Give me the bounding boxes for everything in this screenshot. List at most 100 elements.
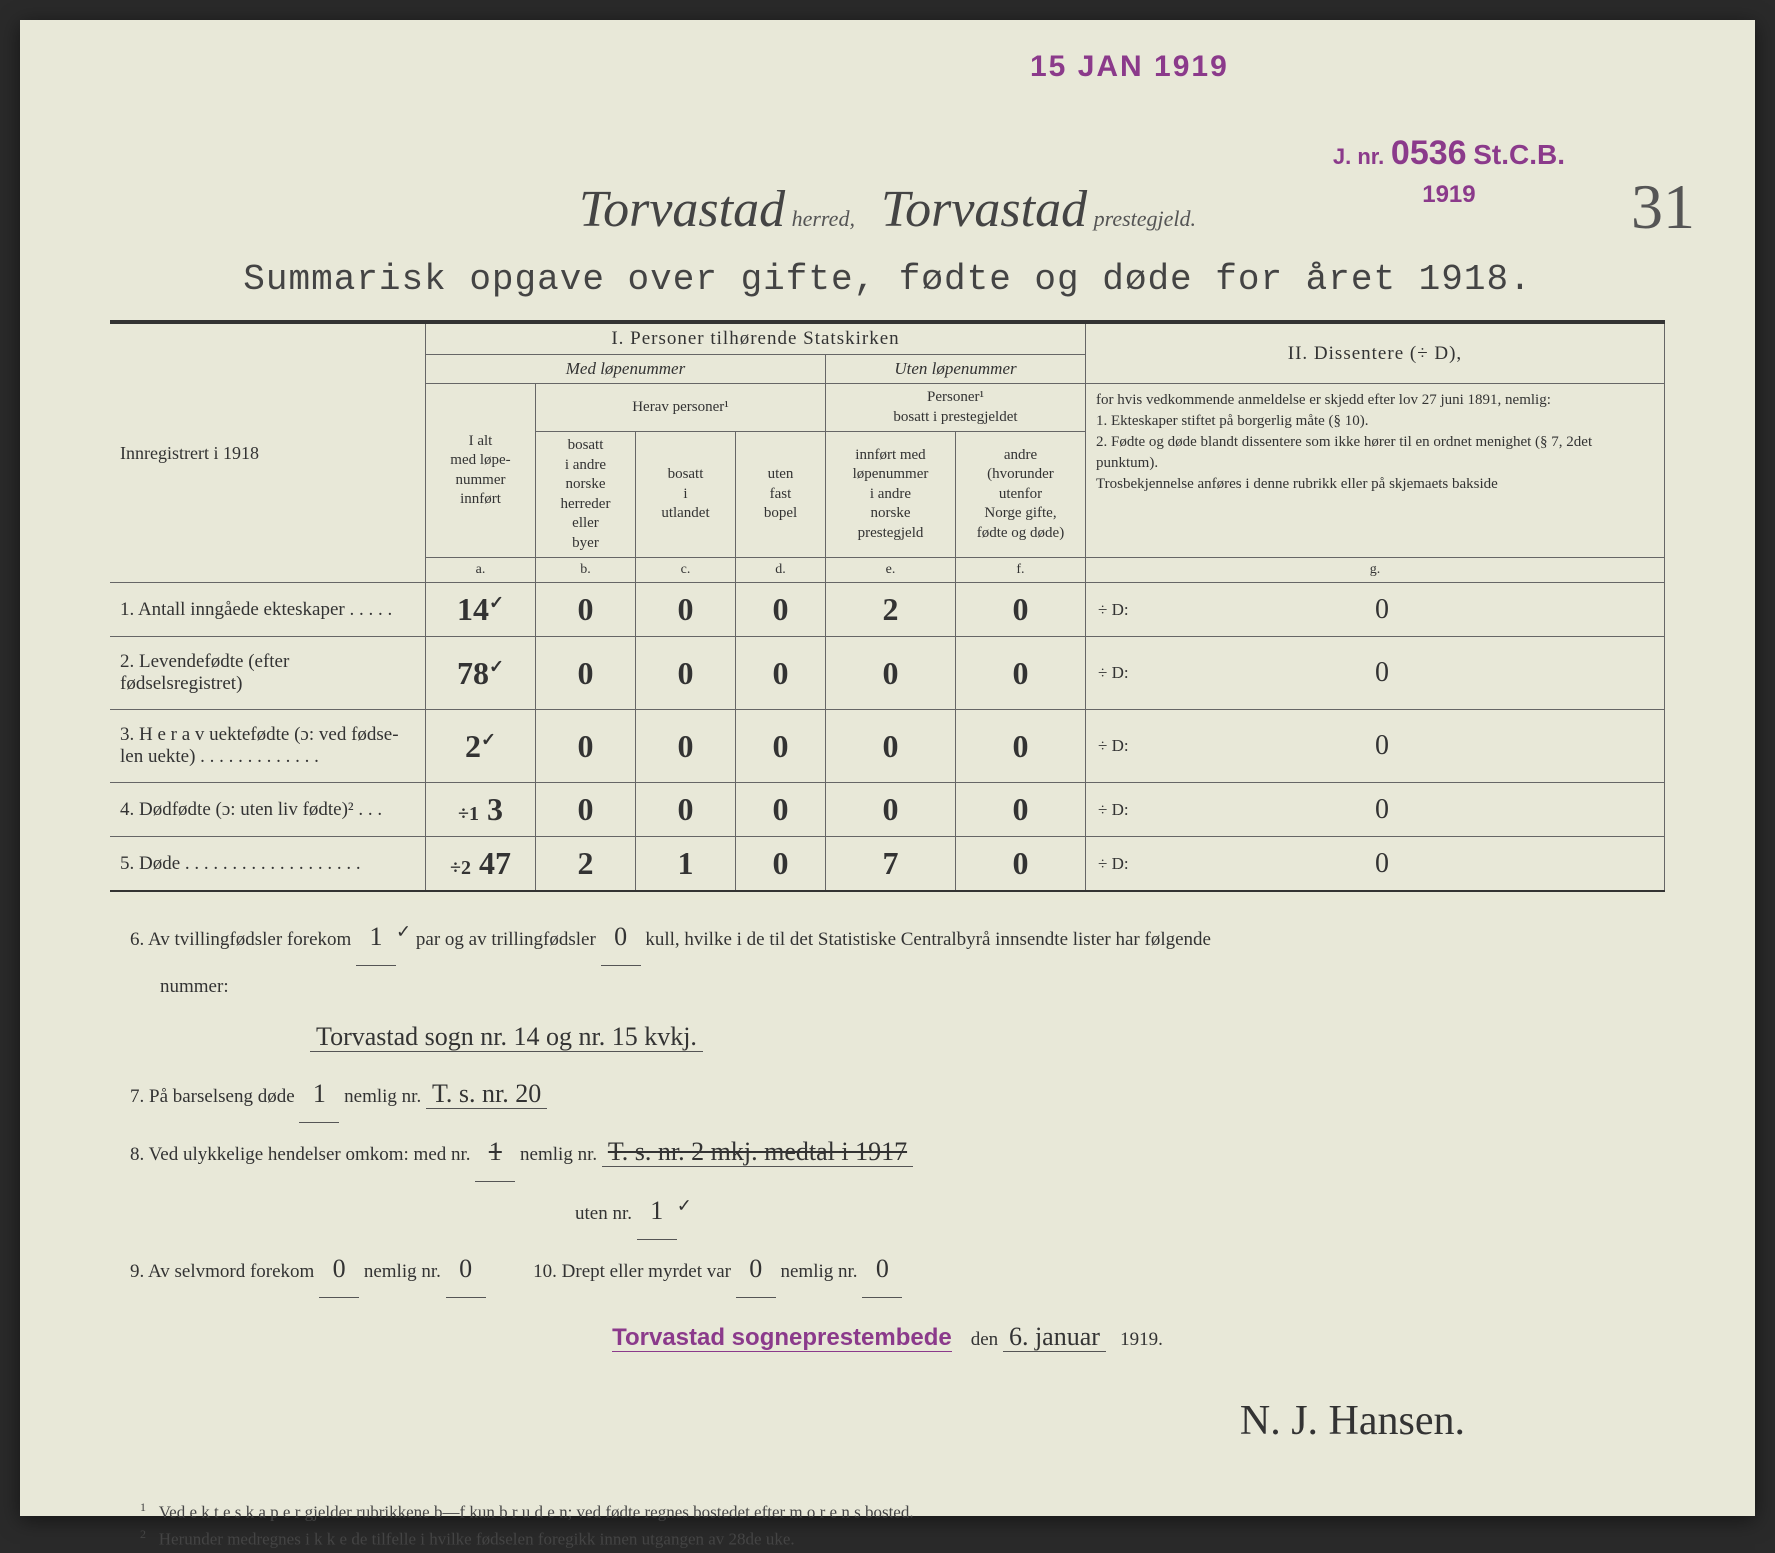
cell-value: ÷1 3 [425, 783, 535, 837]
document-page: 15 JAN 1919 J. nr. 0536 St.C.B. 1919 31 … [20, 20, 1755, 1516]
cell-value: 0 [955, 783, 1085, 837]
dissentere-cell: ÷ D:0 [1085, 637, 1664, 710]
journal-number-stamp: J. nr. 0536 St.C.B. 1919 [1333, 130, 1565, 211]
handwritten-value: 1 [299, 1065, 339, 1123]
diss-prefix: ÷ D: [1098, 663, 1129, 682]
footnote-1: 1 Ved e k t e s k a p e r gjelder rubrik… [140, 1498, 1635, 1526]
cell-value: 0 [825, 637, 955, 710]
cell-value: 0 [735, 710, 825, 783]
table-row: 5. Døde . . . . . . . . . . . . . . . . … [110, 837, 1665, 892]
office-stamp: Torvastad sogneprestembede [612, 1324, 952, 1352]
diss-prefix: ÷ D: [1098, 600, 1129, 619]
note-line-8b: uten nr. 1✓ [130, 1182, 1645, 1240]
row-header-label: Innregistrert i 1918 [110, 322, 425, 583]
row-label: 2. Levendefødte (efter fødselsregistret) [110, 637, 425, 710]
cell-value: 0 [735, 837, 825, 892]
note-text: nemlig nr. [520, 1144, 597, 1165]
note-text: kull, hvilke i de til det Statistiske Ce… [645, 929, 1211, 950]
prestegjeld-label: prestegjeld. [1094, 206, 1196, 231]
col-f-header: andre (hvorunder utenfor Norge gifte, fø… [955, 432, 1085, 558]
diss-value: 0 [1375, 594, 1389, 626]
dissentere-cell: ÷ D: 0 [1085, 583, 1664, 637]
note-line-8: 8. Ved ulykkelige hendelser omkom: med n… [130, 1123, 1645, 1181]
document-title: Summarisk opgave over gifte, fødte og dø… [110, 259, 1665, 300]
herred-label: herred, [792, 206, 855, 231]
col-letter-e: e. [825, 558, 955, 583]
row-label: 3. H e r a v uektefødte (ɔ: ved fødse- l… [110, 710, 425, 783]
col-d-header: uten fast bopel [735, 432, 825, 558]
diss-value: 0 [1375, 794, 1389, 826]
cell-value: 0 [735, 637, 825, 710]
cell-value: ÷2 47 [425, 837, 535, 892]
col-e-header: innført med løpenummer i andre norske pr… [825, 432, 955, 558]
handwritten-value: 1 [637, 1182, 677, 1240]
col-c-header: bosatt i utlandet [635, 432, 735, 558]
footnote-text: Ved e k t e s k a p e r gjelder rubrikke… [159, 1502, 914, 1521]
table-body: 1. Antall inngåede ekteskaper . . . . . … [110, 583, 1665, 892]
section2-title: II. Dissentere (÷ D), [1085, 322, 1664, 384]
note-text: nemlig nr. [781, 1261, 858, 1282]
cell-value: 0 [955, 583, 1085, 637]
col-letter-f: f. [955, 558, 1085, 583]
prestegjeld-name: Torvastad [881, 181, 1087, 238]
handwritten-value: 0 [446, 1240, 486, 1298]
cell-value: 0 [635, 710, 735, 783]
note-text: 10. Drept eller myrdet var [533, 1261, 731, 1282]
note-line-6c: Torvastad sogn nr. 14 og nr. 15 kvkj. [130, 1008, 1645, 1065]
herred-name: Torvastad [579, 181, 785, 238]
handwritten-text: T. s. nr. 2 mkj. medtal i 1917 [602, 1137, 913, 1167]
note-text: 9. Av selvmord forekom [130, 1261, 314, 1282]
table-row: 4. Dødfødte (ɔ: uten liv fødte)² . . . ÷… [110, 783, 1665, 837]
jnr-stcb: St.C.B. [1473, 139, 1565, 170]
col-letter-d: d. [735, 558, 825, 583]
cell-value: 78✓ [425, 637, 535, 710]
note-text: nemlig nr. [344, 1086, 421, 1107]
note-line-6b: nummer: [130, 966, 1645, 1008]
table-row: 3. H e r a v uektefødte (ɔ: ved fødse- l… [110, 710, 1665, 783]
col-b-header: bosatt i andre norske herreder eller bye… [535, 432, 635, 558]
cell-value: 7 [825, 837, 955, 892]
handwritten-text: Torvastad sogn nr. 14 og nr. 15 kvkj. [310, 1022, 703, 1052]
cell-value: 0 [955, 710, 1085, 783]
page-number: 31 [1631, 170, 1695, 244]
row-label: 1. Antall inngåede ekteskaper . . . . . [110, 583, 425, 637]
date-stamp: 15 JAN 1919 [1030, 50, 1229, 84]
year-text: 1919. [1120, 1329, 1163, 1350]
col-letter-g: g. [1085, 558, 1664, 583]
cell-value: 14✓ [425, 583, 535, 637]
uten-lopenummer-header: Uten løpenummer [825, 355, 1085, 384]
note-text: 7. På barselseng døde [130, 1086, 295, 1107]
note-line-7: 7. På barselseng døde 1 nemlig nr. T. s.… [130, 1065, 1645, 1123]
med-lope-text: Med løpenummer [566, 359, 685, 378]
handwritten-date: 6. januar [1003, 1322, 1106, 1352]
jnr-number: 0536 [1391, 134, 1467, 172]
note-text: 8. Ved ulykkelige hendelser omkom: med n… [130, 1144, 471, 1165]
col-a-header: I alt med løpe- nummer innført [425, 384, 535, 558]
table-row: 2. Levendefødte (efter fødselsregistret)… [110, 637, 1665, 710]
signature-line: Torvastad sogneprestembede den 6. januar… [130, 1308, 1645, 1365]
note-line-6: 6. Av tvillingfødsler forekom 1✓ par og … [130, 908, 1645, 966]
cell-value: 1 [635, 837, 735, 892]
dissentere-text: for hvis vedkommende anmeldelse er skjed… [1085, 384, 1664, 558]
cell-value: 0 [825, 710, 955, 783]
col-letter-a: a. [425, 558, 535, 583]
jnr-year: 1919 [1422, 181, 1475, 208]
note-text: 6. Av tvillingfødsler forekom [130, 929, 351, 950]
row-label: 4. Dødfødte (ɔ: uten liv fødte)² . . . [110, 783, 425, 837]
handwritten-value: 0 [601, 908, 641, 966]
cell-value: 2 [825, 583, 955, 637]
uten-lope-text: Uten løpenummer [894, 359, 1016, 378]
note-line-9-10: 9. Av selvmord forekom 0 nemlig nr. 0 10… [130, 1240, 1645, 1298]
cell-value: 0 [535, 783, 635, 837]
diss-prefix: ÷ D: [1098, 800, 1129, 819]
cell-value: 0 [955, 837, 1085, 892]
summary-table: Innregistrert i 1918 I. Personer tilhøre… [110, 320, 1665, 892]
note-text: par og av trillingfødsler [416, 929, 596, 950]
note-text: nummer: [160, 976, 229, 997]
med-lopenummer-header: Med løpenummer [425, 355, 825, 384]
cell-value: 0 [735, 783, 825, 837]
cell-value: 0 [535, 710, 635, 783]
diss-value: 0 [1375, 848, 1389, 880]
handwritten-value: 1 [356, 908, 396, 966]
handwritten-value: 0 [862, 1240, 902, 1298]
